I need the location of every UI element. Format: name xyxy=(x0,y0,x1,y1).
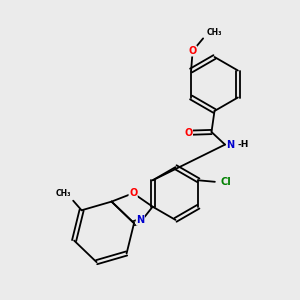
Text: Cl: Cl xyxy=(220,177,231,187)
Text: O: O xyxy=(129,188,137,198)
Text: O: O xyxy=(188,46,197,56)
Text: O: O xyxy=(184,128,193,138)
Text: N: N xyxy=(136,215,144,225)
Text: -H: -H xyxy=(238,140,249,149)
Text: CH₃: CH₃ xyxy=(55,189,71,198)
Text: N: N xyxy=(226,140,234,150)
Text: CH₃: CH₃ xyxy=(207,28,222,37)
